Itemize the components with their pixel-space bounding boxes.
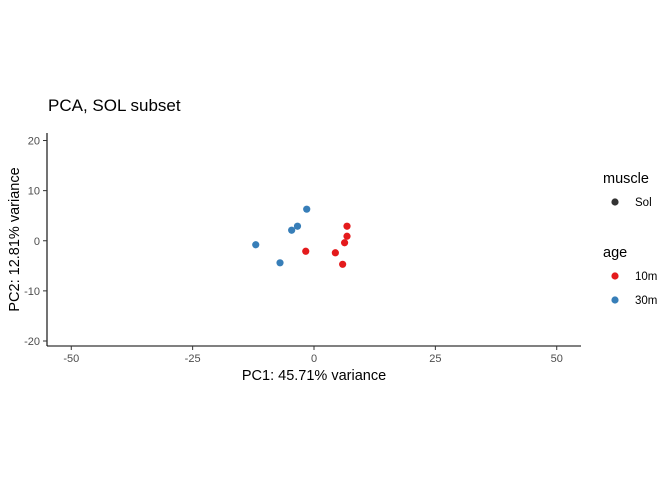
legend-label: 30m — [635, 295, 657, 307]
legend-title: age — [603, 245, 627, 261]
data-point-10m — [339, 260, 347, 268]
data-point-30m — [288, 226, 296, 234]
data-point-10m — [343, 232, 351, 240]
data-point-10m — [340, 239, 349, 247]
data-point-10m — [343, 222, 351, 230]
x-tick-label: -50 — [63, 353, 79, 365]
y-tick-label: 10 — [28, 186, 40, 198]
data-point-10m — [331, 249, 339, 257]
y-tick-label: 0 — [34, 236, 40, 248]
x-axis-title: PC1: 45.71% variance — [242, 368, 386, 384]
legend-label: 10m — [635, 271, 657, 283]
x-tick-label: -25 — [185, 353, 201, 365]
x-tick-label: 25 — [429, 353, 441, 365]
data-point-10m — [302, 247, 310, 255]
x-tick-label: 50 — [551, 353, 563, 365]
y-tick-label: -10 — [24, 286, 40, 298]
legend-key — [611, 296, 619, 304]
plot-panel: -50 -25 0 25 50 -20 -10 0 10 20 — [24, 133, 581, 365]
legend-key — [611, 198, 619, 206]
data-point-30m — [303, 205, 311, 213]
x-tick-label: 0 — [311, 353, 317, 365]
y-tick-label: 20 — [28, 136, 40, 148]
y-tick-label: -20 — [24, 336, 40, 348]
legend-key — [611, 272, 619, 280]
data-point-30m — [276, 259, 284, 267]
legend-label: Sol — [635, 197, 652, 209]
y-axis-title: PC2: 12.81% variance — [7, 167, 23, 311]
data-point-30m — [293, 222, 302, 230]
data-point-30m — [252, 241, 260, 249]
legend: muscle Sol age 10m 30m — [603, 171, 657, 307]
chart-title: PCA, SOL subset — [48, 96, 181, 115]
legend-title: muscle — [603, 171, 649, 187]
